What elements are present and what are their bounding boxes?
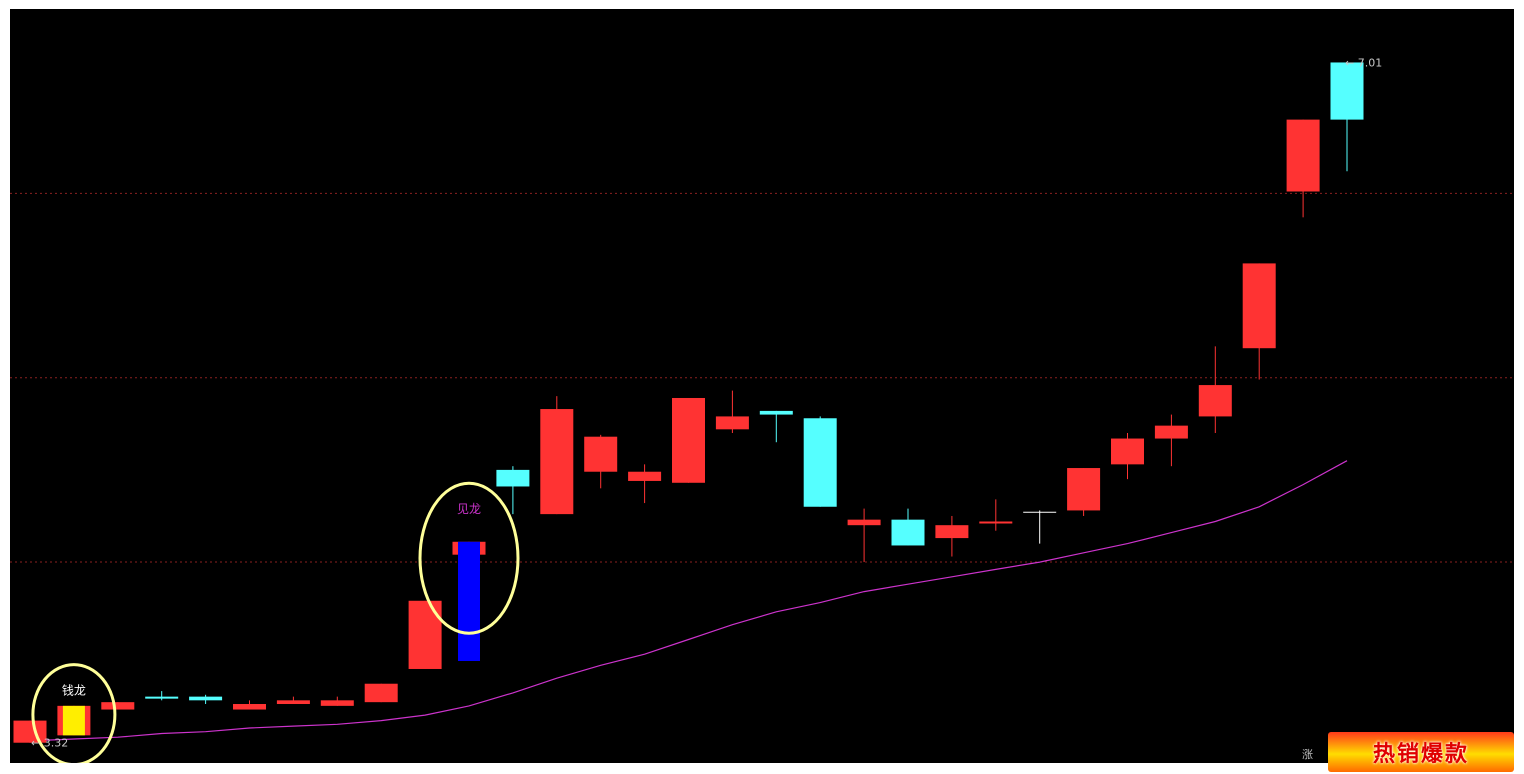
candle [1111, 433, 1144, 480]
candle-body [1067, 468, 1101, 511]
candle-body [320, 700, 354, 706]
candle [584, 434, 618, 489]
candle-body [364, 683, 398, 703]
candle [364, 683, 398, 703]
candle-body [1286, 119, 1320, 192]
candle [628, 464, 662, 504]
candle [1198, 346, 1232, 434]
candle [935, 515, 969, 557]
candle-body [1111, 438, 1144, 465]
candle-body [276, 700, 310, 705]
candle-body [935, 525, 969, 539]
signal-label: 钱龙 [62, 683, 86, 698]
signal-label: 见龙 [457, 502, 481, 516]
candle [496, 466, 530, 515]
candle-body [233, 704, 266, 710]
candle-body [1330, 62, 1364, 120]
high-price-label: ← 7.01 [1345, 56, 1382, 69]
candle [891, 508, 925, 546]
candle [452, 541, 486, 661]
badge-text: 热销爆款 [1372, 742, 1469, 767]
candle-body [1242, 263, 1276, 349]
candle [101, 702, 135, 710]
candle [233, 700, 266, 710]
candle-body [1154, 425, 1188, 439]
candle-body [540, 409, 574, 515]
candle-body [145, 696, 179, 699]
candle-body [847, 519, 881, 526]
candle-body [408, 600, 442, 669]
candle [979, 499, 1013, 531]
moving-average-line [29, 460, 1348, 742]
signal-ring [31, 663, 117, 763]
candle-body [189, 696, 223, 701]
rise-indicator: 涨 [1302, 748, 1313, 761]
candle-body [628, 471, 662, 481]
candle [145, 691, 179, 701]
candle [1067, 468, 1101, 516]
kline-chart: 钱龙 见龙 ← 7.01 ← 3.32 [10, 9, 1514, 763]
candle [803, 416, 837, 507]
candle-body [803, 418, 837, 507]
signal-ring [418, 481, 520, 635]
candle-body [101, 702, 135, 710]
candle [847, 508, 881, 563]
candle [408, 600, 442, 669]
hot-sale-badge: 热销爆款 [1328, 732, 1514, 772]
candle [759, 410, 793, 443]
candle [1154, 414, 1188, 467]
candle-body [759, 410, 793, 415]
candle-body [891, 519, 925, 546]
candle [57, 705, 91, 736]
candle [672, 397, 705, 483]
candle [1023, 510, 1057, 544]
candle-body [979, 521, 1013, 524]
candle [320, 696, 354, 706]
candle-body [584, 436, 618, 472]
candle-body [715, 416, 749, 430]
signal-highlight-bar [62, 705, 85, 736]
candle [1286, 119, 1320, 218]
candle-body [1198, 385, 1232, 417]
candle [715, 390, 749, 434]
low-price-label: ← 3.32 [31, 737, 68, 750]
candle-body [672, 397, 705, 483]
candle-body [496, 469, 530, 487]
candle [276, 696, 310, 705]
candle [1330, 62, 1364, 172]
candle [189, 694, 223, 705]
candle [540, 396, 574, 515]
signal-highlight-bar [458, 541, 480, 661]
candle [1242, 263, 1276, 380]
kline-chart-svg: 钱龙 见龙 ← 7.01 ← 3.32 [10, 56, 1514, 763]
